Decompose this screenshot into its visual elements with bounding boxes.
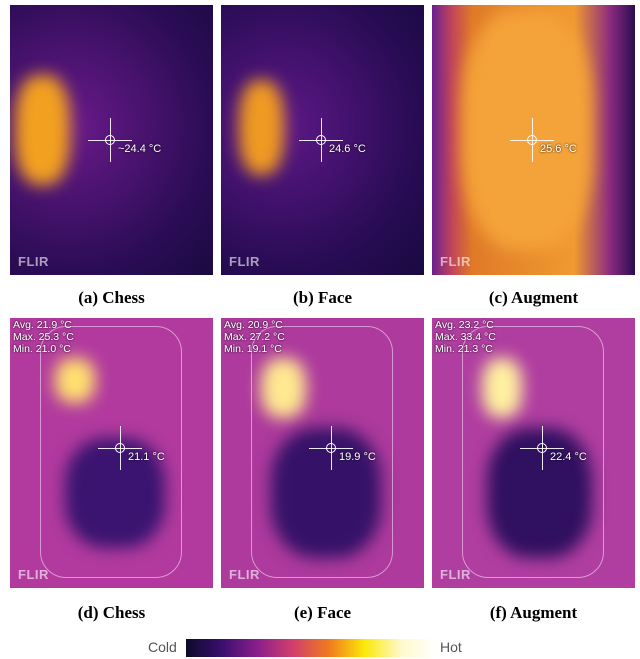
flir-logo: FLIR <box>229 254 260 269</box>
thermal-image: 25.6 °C FLIR <box>432 5 635 275</box>
crosshair-ring <box>316 135 326 145</box>
stat-line: Max. 27.2 °C <box>224 331 285 343</box>
heat-region <box>239 80 284 175</box>
spot-temperature: 21.1 °C <box>128 451 165 463</box>
caption: (d) Chess <box>10 603 213 623</box>
spot-temperature: 19.9 °C <box>339 451 376 463</box>
stat-line: Max. 33.4 °C <box>435 331 496 343</box>
flir-logo: FLIR <box>229 567 260 582</box>
flir-logo: FLIR <box>440 254 471 269</box>
stat-line: Avg. 21.9 °C <box>13 319 74 331</box>
spot-temperature: 24.6 °C <box>329 143 366 155</box>
colorbar-low-label: Cold <box>148 639 177 655</box>
heat-region <box>15 75 70 185</box>
crosshair-ring <box>537 443 547 453</box>
stat-line: Avg. 23.2 °C <box>435 319 496 331</box>
crosshair-ring <box>527 135 537 145</box>
stat-line: Avg. 20.9 °C <box>224 319 285 331</box>
crosshair-ring <box>326 443 336 453</box>
crosshair-ring <box>115 443 125 453</box>
caption: (a) Chess <box>10 288 213 308</box>
stat-line: Min. 19.1 °C <box>224 343 285 355</box>
crosshair-ring <box>105 135 115 145</box>
colorbar <box>186 639 436 657</box>
heat-region <box>462 10 592 250</box>
stat-line: Min. 21.0 °C <box>13 343 74 355</box>
spot-temperature: 22.4 °C <box>550 451 587 463</box>
thermal-image: ~24.4 °C FLIR <box>10 5 213 275</box>
colorbar-high-label: Hot <box>440 639 462 655</box>
thermal-image: 24.6 °C FLIR <box>221 5 424 275</box>
spot-temperature: 25.6 °C <box>540 143 577 155</box>
flir-logo: FLIR <box>18 567 49 582</box>
stat-line: Min. 21.3 °C <box>435 343 496 355</box>
flir-logo: FLIR <box>440 567 471 582</box>
caption: (c) Augment <box>432 288 635 308</box>
caption: (f) Augment <box>432 603 635 623</box>
figure: ~24.4 °C FLIR (a) Chess 24.6 °C FLIR (b) Face… <box>0 0 640 659</box>
caption: (e) Face <box>221 603 424 623</box>
flir-logo: FLIR <box>18 254 49 269</box>
caption: (b) Face <box>221 288 424 308</box>
stat-line: Max. 25.3 °C <box>13 331 74 343</box>
spot-temperature: ~24.4 °C <box>118 143 161 155</box>
